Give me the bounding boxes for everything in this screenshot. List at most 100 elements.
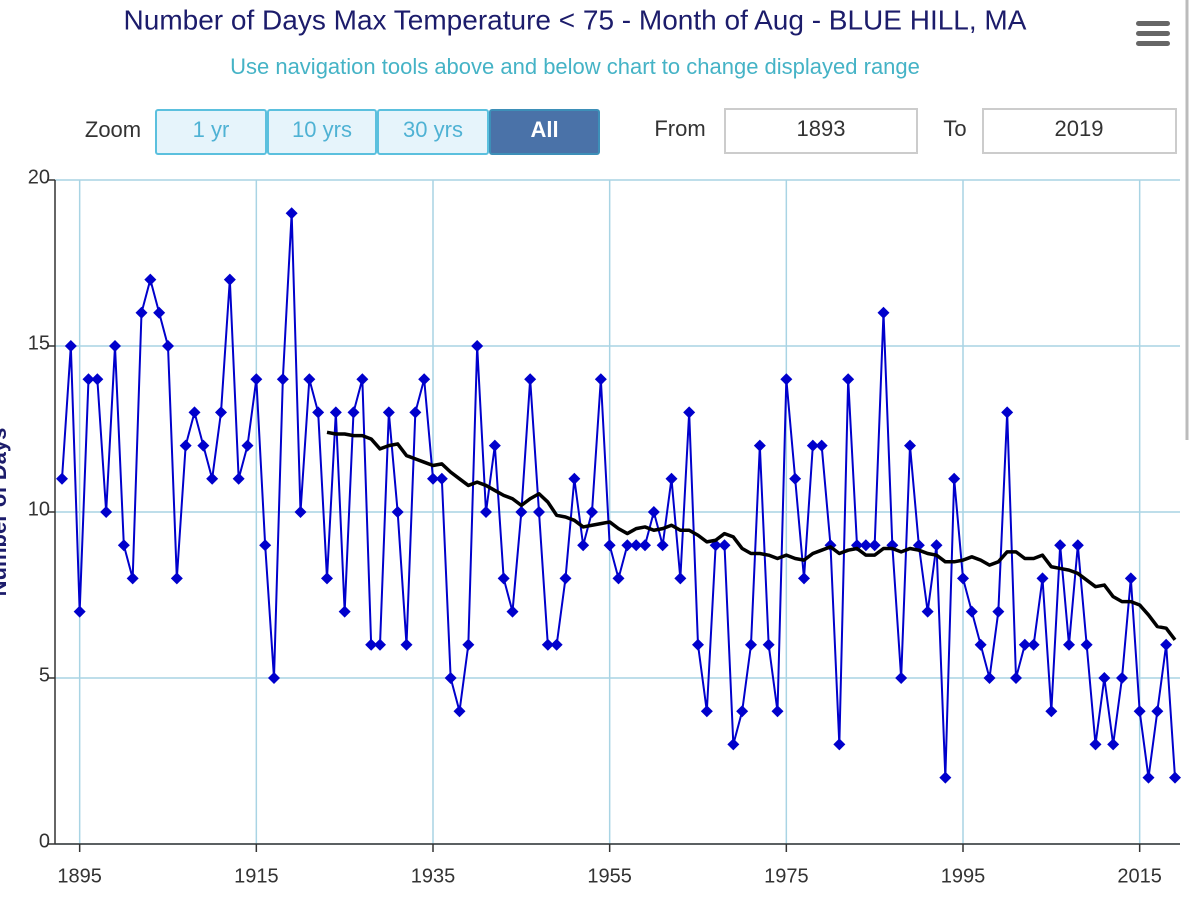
data-point (162, 340, 174, 352)
data-point (647, 506, 660, 518)
data-point (1107, 738, 1120, 751)
data-point (559, 572, 572, 585)
y-tick-label: 0 (39, 830, 50, 852)
data-point (806, 439, 819, 452)
data-point (533, 506, 545, 518)
data-point (798, 572, 810, 585)
data-point (276, 373, 289, 386)
data-point (197, 439, 210, 452)
data-point (506, 605, 519, 618)
data-point (656, 539, 669, 552)
data-point (100, 506, 113, 518)
zoom-button[interactable] (489, 109, 600, 155)
y-axis-label: Number of Days (0, 428, 11, 597)
data-point (753, 439, 766, 452)
data-point (435, 472, 448, 485)
data-point (1063, 638, 1075, 651)
data-point (833, 738, 846, 751)
y-tick-label: 15 (28, 332, 50, 354)
data-point (294, 506, 307, 518)
data-point (497, 572, 510, 585)
data-point (400, 638, 413, 651)
data-point (179, 439, 192, 452)
to-label: To (943, 116, 966, 141)
y-tick-label: 5 (39, 664, 50, 686)
zoom-button[interactable] (155, 109, 267, 155)
x-tick-label: 1995 (941, 865, 986, 887)
data-point (1054, 539, 1067, 552)
data-point (303, 373, 316, 386)
data-point (471, 340, 484, 352)
data-point (1169, 771, 1181, 784)
data-point (965, 605, 978, 618)
to-value: 2019 (1055, 116, 1104, 141)
data-point (736, 705, 749, 718)
data-point (488, 439, 501, 452)
data-point (842, 373, 855, 386)
zoom-button[interactable] (267, 109, 377, 155)
data-point (586, 506, 598, 518)
zoom-label: Zoom (85, 117, 141, 142)
menu-button[interactable] (1136, 21, 1170, 46)
data-point (312, 406, 325, 419)
data-point (1010, 672, 1022, 684)
data-point (859, 539, 872, 552)
zoom-button-label: 1 yr (193, 117, 230, 142)
zoom-button-label: 10 yrs (292, 117, 352, 142)
data-point (64, 340, 77, 352)
zoom-button-label: All (530, 117, 558, 142)
data-point (356, 373, 369, 386)
x-tick-label: 1895 (57, 865, 102, 887)
data-point (82, 373, 95, 386)
data-point (921, 605, 934, 618)
data-point (727, 738, 740, 751)
data-point (939, 771, 952, 784)
data-point (745, 638, 757, 651)
data-point (170, 572, 183, 585)
data-point (789, 472, 802, 485)
from-input[interactable] (724, 108, 918, 154)
x-tick-label: 1975 (764, 865, 809, 887)
data-point (550, 638, 563, 651)
menu-bar (1136, 21, 1170, 26)
y-tick-label: 20 (28, 166, 50, 188)
data-point (700, 705, 713, 718)
data-point (612, 572, 625, 585)
from-label: From (654, 116, 705, 141)
data-point (1027, 638, 1040, 651)
data-point (895, 672, 908, 684)
data-point (1124, 572, 1137, 585)
data-point (250, 373, 263, 386)
data-point (374, 638, 386, 651)
data-point (427, 472, 439, 485)
data-point (524, 373, 537, 386)
to-input[interactable] (982, 108, 1177, 154)
data-point (126, 572, 139, 585)
data-point (1133, 705, 1146, 718)
y-tick-label: 10 (28, 498, 50, 520)
data-point (665, 472, 678, 485)
data-point (259, 539, 272, 552)
data-point (1116, 672, 1128, 684)
data-point (391, 506, 404, 518)
data-point (594, 373, 607, 386)
data-point (188, 406, 201, 419)
zoom-button[interactable] (377, 109, 489, 155)
data-point (692, 638, 704, 651)
data-point (268, 672, 280, 684)
data-point (877, 306, 890, 319)
data-point (1151, 705, 1164, 718)
data-point (285, 207, 298, 220)
data-point (480, 506, 492, 518)
data-point (117, 539, 130, 552)
data-point (338, 605, 351, 618)
data-point (568, 472, 581, 485)
data-point (1036, 572, 1049, 585)
data-point (780, 373, 793, 386)
series-line (61, 212, 1176, 779)
data-point (453, 705, 466, 718)
from-value: 1893 (797, 116, 846, 141)
data-point (223, 273, 236, 286)
